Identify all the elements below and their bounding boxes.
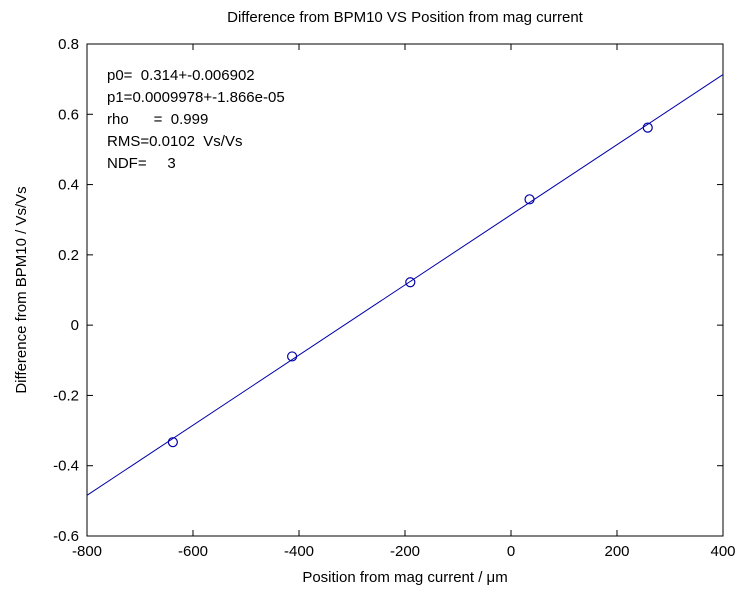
y-tick-label: 0.8 — [58, 36, 79, 53]
x-tick-label: -800 — [72, 543, 102, 560]
data-point — [167, 437, 178, 448]
chart-title: Difference from BPM10 VS Position from m… — [227, 9, 584, 26]
y-axis-label: Difference from BPM10 / Vs/Vs — [13, 186, 30, 393]
annotation-line: p1=0.0009978+-1.866e-05 — [107, 89, 285, 106]
x-tick-label: 200 — [604, 543, 629, 560]
x-tick-label: 0 — [507, 543, 515, 560]
y-tick-label: 0.6 — [58, 106, 79, 123]
x-tick-label: -200 — [390, 543, 420, 560]
data-point — [524, 194, 535, 205]
fit-annotations: p0= 0.314+-0.006902 p1=0.0009978+-1.866e-… — [107, 67, 285, 172]
fit-line — [86, 74, 724, 496]
annotation-line: rho = 0.999 — [107, 111, 208, 128]
x-tick-label: -400 — [284, 543, 314, 560]
y-tick-label: -0.6 — [53, 528, 79, 545]
annotation-line: p0= 0.314+-0.006902 — [107, 67, 255, 84]
y-tick-label: 0.2 — [58, 247, 79, 264]
y-tick-label: 0.4 — [58, 177, 79, 194]
data-point — [287, 351, 298, 362]
data-points — [167, 122, 653, 448]
y-axis-ticks: -0.6 -0.4 -0.2 0 0.2 0.4 0.6 0.8 — [53, 36, 723, 545]
x-tick-label: -600 — [178, 543, 208, 560]
data-point — [405, 277, 416, 288]
annotation-line: RMS=0.0102 Vs/Vs — [107, 133, 242, 150]
y-tick-label: 0 — [71, 317, 79, 334]
plot-area — [86, 43, 724, 537]
y-tick-label: -0.2 — [53, 387, 79, 404]
x-tick-label: 400 — [710, 543, 735, 560]
x-axis-label: Position from mag current / μm — [302, 569, 507, 586]
y-tick-label: -0.4 — [53, 458, 79, 475]
x-axis-ticks: -800 -600 -400 -200 0 200 400 — [72, 44, 736, 560]
annotation-line: NDF= 3 — [107, 155, 176, 172]
data-point — [642, 122, 653, 133]
